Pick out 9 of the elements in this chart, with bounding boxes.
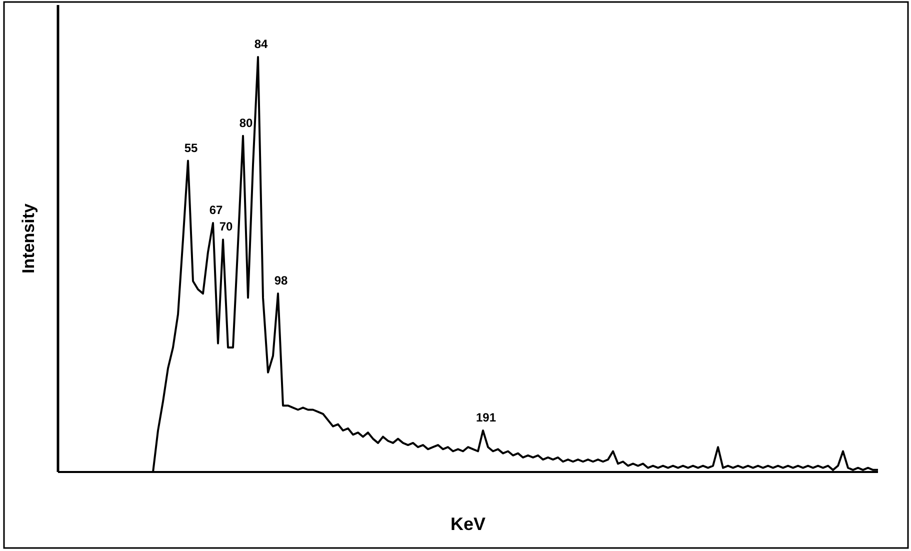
x-axis-title: KeV (450, 514, 486, 534)
annotation: 67 (209, 203, 223, 217)
annotation: 55 (184, 140, 198, 155)
annotation: 98 (274, 274, 288, 288)
y-axis-title: Intensity (19, 203, 38, 274)
annotation: 84 (254, 37, 268, 51)
annotation: 191 (476, 410, 496, 424)
annotation: 80 (239, 116, 253, 130)
annotation: 70 (219, 220, 233, 234)
